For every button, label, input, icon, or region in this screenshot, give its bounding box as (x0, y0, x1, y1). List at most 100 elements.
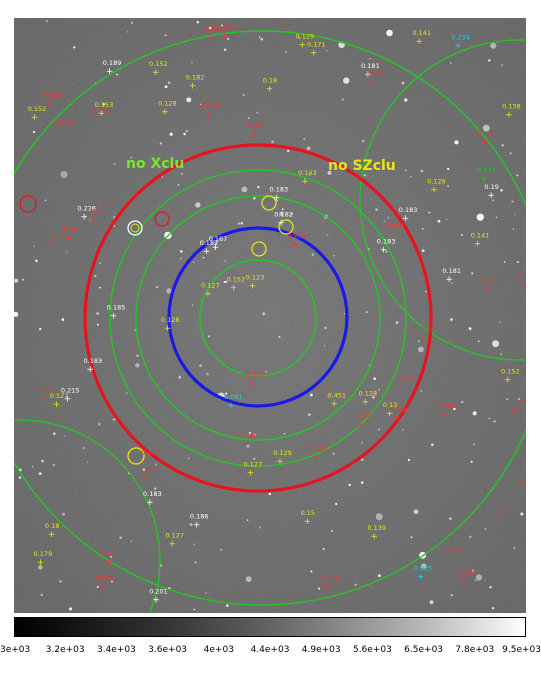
redshift-label: 0.18 (45, 522, 59, 530)
source-marker: + (189, 81, 197, 91)
source-marker: + (312, 453, 320, 463)
redshift-label: 0.604 (437, 402, 456, 410)
star (99, 262, 101, 264)
source-marker: + (402, 383, 410, 393)
redshift-label: 0.18 (263, 77, 277, 85)
star (378, 388, 381, 391)
redshift-label: 0.152 (501, 368, 520, 376)
source-marker: + (164, 324, 172, 334)
star (506, 398, 509, 401)
source-marker: + (320, 391, 328, 401)
star (326, 234, 329, 236)
source-marker: + (369, 77, 377, 87)
redshift-label: 0.183 (143, 490, 162, 498)
redshift-label: 0.182 (186, 73, 205, 81)
source-marker: + (364, 70, 372, 80)
redshift-label: 0.399 (385, 221, 404, 229)
star (142, 468, 146, 471)
star (361, 458, 364, 461)
star (196, 21, 199, 24)
star (73, 46, 76, 49)
source-marker: + (203, 247, 211, 257)
source-marker: + (48, 530, 56, 540)
source-marker: + (249, 281, 257, 291)
star (429, 600, 434, 605)
redshift-label: 0.179 (34, 550, 53, 558)
source-marker: + (402, 214, 410, 224)
star (246, 519, 249, 521)
star (449, 62, 452, 64)
source-marker: + (240, 440, 248, 450)
star (491, 607, 495, 610)
source-marker: + (301, 177, 309, 187)
star (112, 418, 116, 421)
star (428, 211, 431, 214)
source-marker: + (291, 240, 299, 250)
star (166, 288, 172, 294)
star (278, 336, 281, 338)
star (386, 29, 393, 37)
star (89, 218, 92, 221)
redshift-label: 0.045 (218, 23, 237, 31)
star (86, 461, 89, 463)
star (418, 346, 424, 353)
source-marker: + (388, 229, 396, 239)
star (96, 312, 100, 315)
source-marker: + (247, 469, 255, 479)
source-marker: + (474, 240, 482, 250)
redshift-label: 0.152 (227, 275, 246, 283)
star (484, 579, 486, 581)
star (311, 253, 315, 256)
redshift-label: 0.451 (327, 391, 346, 399)
redshift-label: 0.336 (204, 25, 223, 33)
star (265, 370, 268, 373)
redshift-labels: 0.215+0.152+0.201+0.185+0.339+0.355+0.15… (28, 23, 526, 605)
star (490, 42, 497, 49)
redshift-label: 0.183 (84, 357, 103, 365)
star (472, 411, 477, 416)
colorbar-tick-label: 4e+03 (203, 645, 234, 655)
star (468, 327, 472, 330)
star (193, 608, 196, 611)
star (248, 431, 252, 435)
source-marker: + (37, 558, 45, 568)
star (259, 526, 262, 529)
star (253, 458, 256, 460)
star (368, 248, 370, 250)
star (488, 59, 491, 62)
star (378, 574, 381, 577)
redshift-label: 0.48 (102, 550, 116, 558)
star (489, 586, 492, 589)
redshift-label: 0.025 (414, 564, 433, 572)
star (177, 184, 180, 186)
star (164, 34, 167, 37)
source-marker: + (386, 409, 394, 419)
star (240, 222, 244, 225)
star (517, 398, 521, 401)
redshift-label: 0.153 (95, 101, 114, 109)
star (155, 463, 158, 466)
colorbar-tick-label: 3e+03 (0, 645, 31, 655)
source-marker: + (64, 395, 72, 405)
redshift-label: 0.183 (377, 238, 396, 246)
redshift-label: 0.143 (298, 169, 317, 177)
source-marker: + (168, 540, 176, 550)
star (102, 103, 105, 106)
red-circle (83, 143, 433, 493)
star (40, 593, 43, 597)
colorbar-tick-label: 5.6e+03 (352, 645, 392, 655)
source-marker: + (511, 406, 519, 416)
star (509, 152, 512, 155)
star (310, 570, 313, 573)
star (375, 208, 378, 211)
source-marker: + (266, 85, 274, 95)
star (431, 443, 434, 446)
star (322, 548, 325, 550)
redshift-label: 0.397 (44, 232, 63, 240)
redshift-label: 0.126 (427, 177, 446, 185)
star (189, 523, 193, 526)
star (360, 481, 364, 484)
star (460, 233, 463, 236)
redshift-label: 0.734 (38, 385, 57, 393)
star (194, 561, 197, 564)
